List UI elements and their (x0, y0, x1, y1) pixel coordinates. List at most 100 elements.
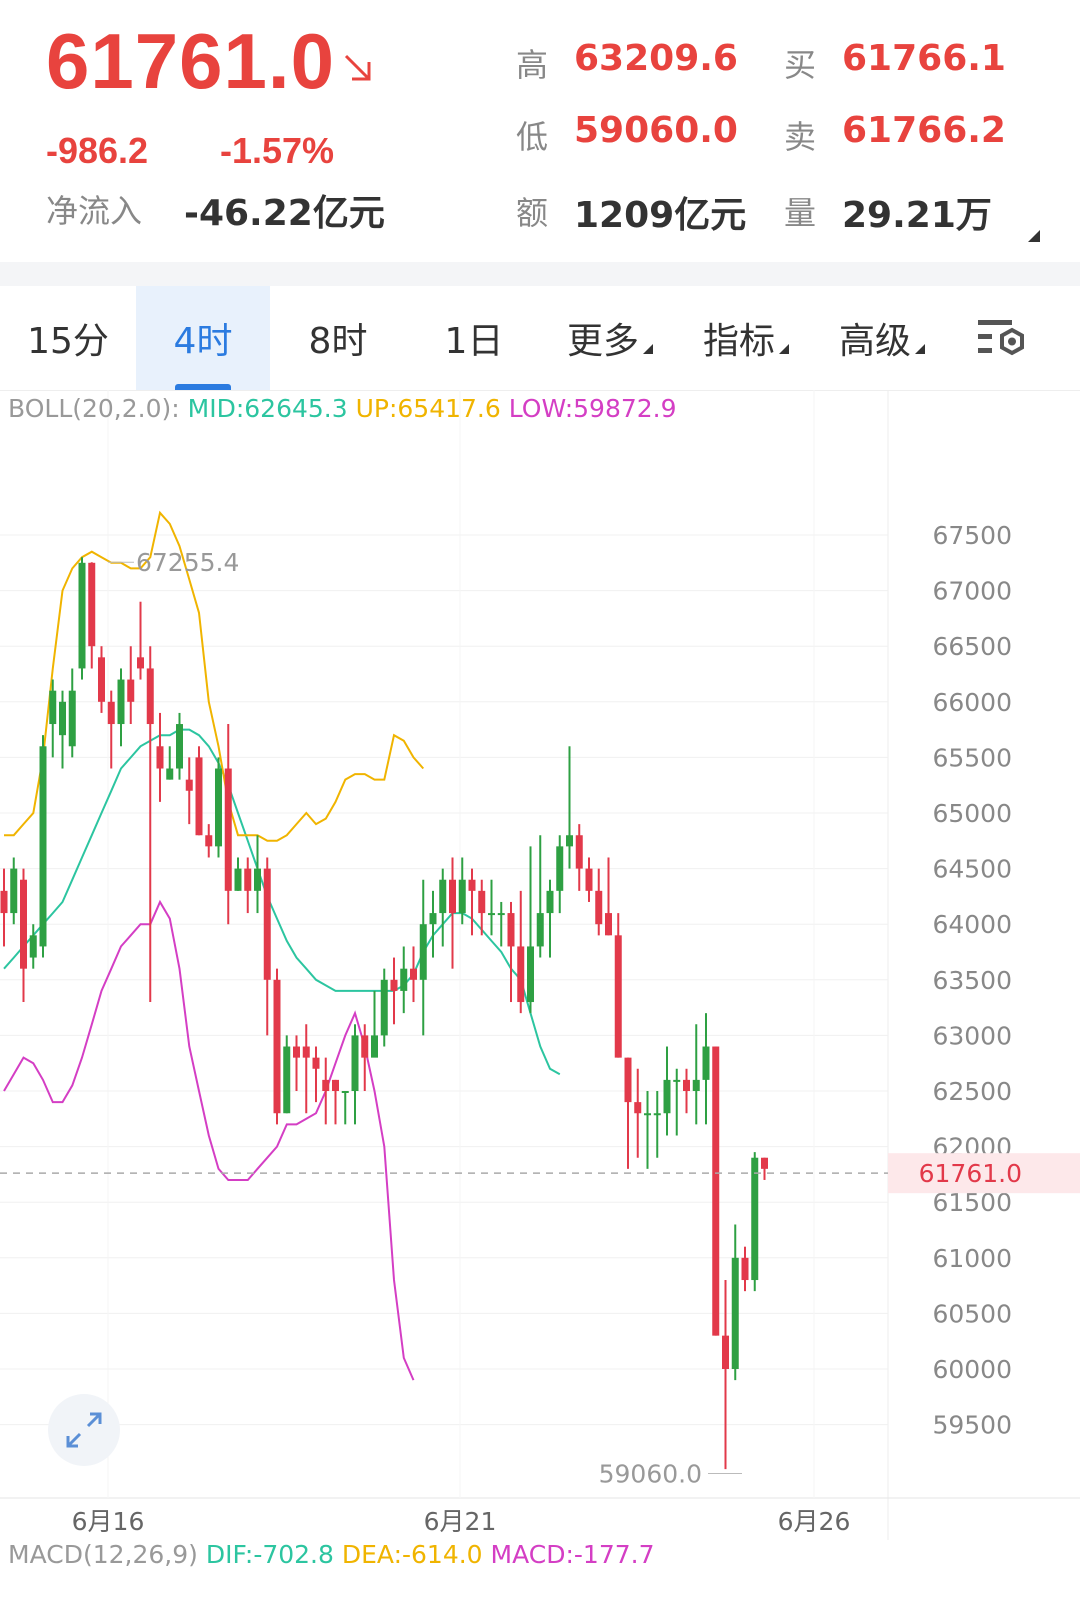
x-tick-label: 6月26 (778, 1507, 851, 1536)
candle-body (468, 879, 476, 891)
x-tick-label: 6月21 (424, 1507, 497, 1536)
buy-value: 61766.1 (842, 38, 1006, 79)
boll-legend: BOLL(20,2.0): MID:62645.3 UP:65417.6 LOW… (8, 394, 677, 423)
candle-body (390, 979, 398, 991)
y-tick-label: 61000 (932, 1244, 1012, 1273)
y-tick-label: 60000 (932, 1355, 1012, 1384)
amount-label: 额 (516, 194, 549, 232)
max-price-label: 67255.4 (136, 548, 239, 577)
y-tick-label: 62500 (932, 1077, 1012, 1106)
tab-indicator[interactable]: 指标 (678, 286, 814, 390)
interval-tabs: 15分 4时 8时 1日 更多 指标 高级 (0, 286, 1080, 391)
candle-body (185, 779, 193, 791)
down-arrow-icon (344, 54, 371, 81)
candle-body (29, 935, 37, 958)
candle-body (371, 1035, 378, 1058)
y-tick-label: 67000 (932, 577, 1012, 606)
candle-body (59, 701, 66, 736)
candle-body (205, 835, 213, 847)
net-inflow-value: -46.22亿元 (184, 193, 385, 234)
tab-more[interactable]: 更多 (542, 286, 678, 390)
candle-body (332, 1079, 339, 1091)
candle-body (127, 679, 135, 702)
tab-4h[interactable]: 4时 (136, 286, 270, 390)
candle-body (585, 868, 593, 891)
candle-body (673, 1079, 681, 1082)
candle-body (458, 879, 466, 914)
tab-advanced[interactable]: 高级 (814, 286, 950, 390)
boll-upper-line (4, 510, 425, 842)
candle-body (429, 913, 437, 925)
y-tick-label: 60500 (932, 1299, 1012, 1328)
candle-body (0, 890, 8, 914)
y-tick-label: 67500 (932, 521, 1012, 550)
candle-body (195, 757, 203, 836)
section-divider (0, 262, 1080, 286)
current-price-tag: 61761.0 (919, 1159, 1022, 1188)
amount-value: 1209亿元 (574, 195, 747, 236)
candle-body (722, 1335, 729, 1369)
boll-mid: MID:62645.3 (187, 394, 348, 423)
volume-value: 29.21万 (842, 195, 992, 236)
min-price-label: 59060.0 (599, 1460, 702, 1489)
tab-15min[interactable]: 15分 (27, 321, 109, 362)
candle-body (419, 924, 427, 980)
candle-body (98, 657, 105, 702)
candle-body (751, 1157, 759, 1281)
candle-body (341, 1091, 349, 1093)
candle-body (575, 835, 583, 869)
price-change-percent: -1.57% (220, 130, 335, 171)
candle-body (156, 746, 164, 769)
expand-arrows-icon (66, 1412, 102, 1448)
candle-body (702, 1046, 710, 1080)
candle-body (254, 868, 261, 891)
chart-settings-icon[interactable] (976, 316, 1028, 360)
sell-value: 61766.2 (842, 110, 1006, 151)
candle-body (244, 868, 252, 891)
macd-legend: MACD(12,26,9) DIF:-702.8 DEA:-614.0 MACD… (8, 1540, 655, 1569)
boll-low: LOW:59872.9 (508, 394, 677, 423)
candle-body (322, 1079, 330, 1091)
candle-body (663, 1079, 671, 1114)
volume-label: 量 (784, 194, 817, 232)
candle-body (595, 890, 603, 925)
candlestick-chart[interactable]: 67500 67000 66500 66000 65500 65000 64500 64000… (0, 390, 1080, 1599)
candle-body (263, 868, 271, 980)
candle-body (527, 946, 534, 1003)
sell-label: 卖 (784, 118, 817, 156)
candle-body (312, 1057, 320, 1069)
y-tick-label: 63500 (932, 966, 1012, 995)
dropdown-triangle-icon (643, 344, 653, 354)
tab-8h[interactable]: 8时 (308, 321, 368, 362)
candle-body (68, 690, 76, 747)
y-tick-label: 65500 (932, 743, 1012, 772)
y-tick-label: 64500 (932, 855, 1012, 884)
y-tick-label: 63000 (932, 1021, 1012, 1050)
boll-name: BOLL(20,2.0): (8, 394, 180, 423)
candle-body (614, 935, 622, 1058)
active-tab-indicator (175, 384, 231, 390)
candle-body (410, 968, 417, 980)
candle-body (107, 701, 115, 725)
high-value: 63209.6 (574, 38, 738, 79)
candle-body (146, 668, 154, 725)
candle-body (137, 657, 144, 669)
candle-body (741, 1257, 749, 1281)
tab-1d[interactable]: 1日 (444, 321, 504, 362)
candle-body (88, 562, 96, 647)
y-tick-label: 65000 (932, 799, 1012, 828)
last-price: 61761.0 (46, 17, 335, 105)
candle-body (10, 868, 18, 914)
expand-corner-icon[interactable] (1028, 230, 1040, 242)
candle-body (224, 768, 232, 891)
candle-body (566, 835, 573, 847)
x-tick-label: 6月16 (72, 1507, 145, 1536)
candle-body (644, 1113, 651, 1116)
candle-body (546, 890, 554, 914)
candle-body (624, 1057, 632, 1103)
candle-body (39, 746, 47, 947)
candle-body (488, 913, 495, 916)
candle-body (692, 1079, 700, 1091)
candle-body (439, 879, 447, 914)
fullscreen-button[interactable] (48, 1394, 120, 1466)
